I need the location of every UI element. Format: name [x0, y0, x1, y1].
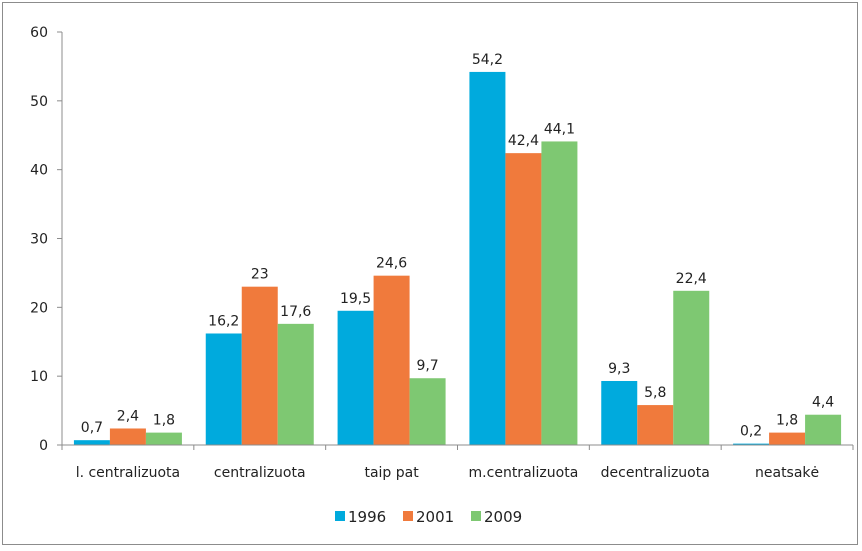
data-label: 4,4: [812, 395, 834, 411]
bars: 0,7 2,4 1,8 16,2 23 17,6 19,5 24,6 9,7 54,2 42,4 44…: [73, 52, 842, 445]
bar-1996: [469, 71, 506, 445]
data-label: 0,2: [740, 424, 762, 440]
bar-2001: [769, 432, 806, 445]
legend-label: 2001: [416, 508, 454, 526]
bar-1996: [205, 333, 242, 445]
y-tick-label: 30: [30, 232, 48, 248]
y-tick-label: 40: [30, 163, 48, 179]
x-category-label: centralizuota: [214, 465, 306, 481]
data-label: 17,6: [280, 304, 311, 320]
y-tick-label: 0: [39, 438, 48, 454]
legend-label: 2009: [484, 508, 522, 526]
legend-swatch-2009: [471, 511, 481, 521]
chart-frame: 0 10 20 30 40 50 60 0,7 2,4 1,8 16,2 23 17,6 19,5 24,…: [2, 2, 858, 545]
y-tick-label: 60: [30, 25, 48, 41]
data-label: 54,2: [472, 52, 503, 68]
data-label: 1,8: [776, 413, 798, 429]
legend-swatch-2001: [403, 511, 413, 521]
x-category-label: decentralizuota: [601, 465, 710, 481]
data-label: 23: [251, 267, 269, 283]
bar-2001: [373, 275, 410, 445]
legend-swatch-1996: [335, 511, 345, 521]
legend: 1996 2001 2009: [335, 508, 522, 526]
y-tick-label: 50: [30, 94, 48, 110]
bar-2001: [241, 286, 278, 445]
x-category-label: l. centralizuota: [76, 465, 180, 481]
x-category-label: m.centralizuota: [469, 465, 579, 481]
data-label: 9,3: [608, 361, 630, 377]
bar-2009: [805, 414, 842, 445]
y-axis: 0 10 20 30 40 50 60: [30, 25, 63, 454]
data-label: 0,7: [81, 420, 103, 436]
bar-1996: [73, 440, 110, 445]
x-category-label: taip pat: [364, 465, 419, 481]
x-axis: l. centralizuota centralizuota taip pat m.c…: [61, 444, 854, 481]
bar-1996: [337, 310, 374, 445]
bar-chart: 0 10 20 30 40 50 60 0,7 2,4 1,8 16,2 23 17,6 19,5 24,…: [30, 25, 854, 526]
bar-2001: [637, 405, 674, 445]
bar-2001: [109, 428, 146, 445]
data-label: 19,5: [340, 291, 371, 307]
data-label: 44,1: [544, 121, 575, 137]
bar-1996: [733, 443, 770, 445]
bar-2001: [505, 153, 542, 445]
legend-label: 1996: [348, 508, 386, 526]
data-label: 16,2: [208, 313, 239, 329]
data-label: 42,4: [508, 133, 539, 149]
x-category-label: neatsakė: [755, 465, 819, 481]
y-tick-label: 20: [30, 300, 48, 316]
bar-2009: [145, 432, 182, 445]
data-label: 5,8: [644, 385, 666, 401]
bar-2009: [541, 141, 578, 445]
data-label: 1,8: [153, 413, 175, 429]
bar-2009: [409, 378, 446, 445]
data-label: 2,4: [117, 408, 139, 424]
data-label: 22,4: [676, 271, 707, 287]
bar-1996: [601, 380, 638, 445]
bar-2009: [673, 290, 710, 445]
bar-2009: [277, 323, 314, 445]
data-label: 9,7: [416, 358, 438, 374]
y-tick-label: 10: [30, 369, 48, 385]
data-label: 24,6: [376, 256, 407, 272]
